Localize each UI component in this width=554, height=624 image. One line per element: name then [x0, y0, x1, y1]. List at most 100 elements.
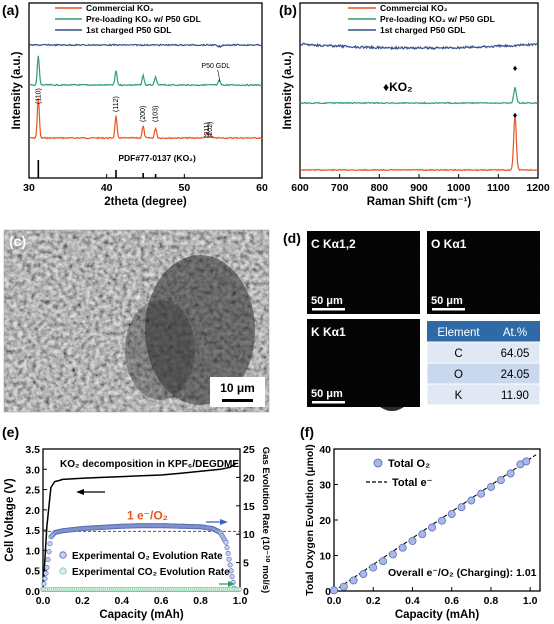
x-tick-label: 1000: [447, 182, 471, 194]
y-tick-label: 0: [325, 586, 331, 598]
co2-rate-point: [237, 586, 243, 592]
x-tick-label: 0.0: [327, 595, 342, 607]
diamond-marker: ♦: [513, 63, 518, 73]
total-o2-point: [408, 536, 417, 545]
y-tick-label: 20: [319, 515, 331, 527]
x-tick-label: 800: [371, 182, 389, 194]
eds-scale-label: 50 μm: [431, 295, 463, 307]
y-left-tick-label: 0.5: [25, 566, 40, 578]
peak-label: (200): [140, 106, 147, 122]
eds-map-signal: [307, 231, 420, 314]
diamond-marker: ♦: [513, 110, 518, 120]
total-o2-point: [418, 530, 427, 539]
x-tick-label: 1.0: [523, 595, 538, 607]
legend-label-3: 1st charged P50 GDL: [86, 25, 172, 35]
x-tick-label: 1100: [487, 182, 510, 194]
x-axis-title: Capacity (mAh): [395, 609, 480, 621]
panel-b-label: (b): [279, 2, 297, 18]
x-axis-title: Raman Shift (cm⁻¹): [367, 196, 472, 208]
eds-map-1: C Kα1,2 50 μm: [307, 231, 420, 314]
legend-label-1: Experimental O₂ Evolution Rate: [72, 551, 223, 562]
panel-a: (a) 30 40 50 60 2theta (degree) Intensity (a.u…: [2, 2, 268, 208]
o2-rate-point: [228, 568, 234, 574]
series-line-3: [299, 42, 539, 51]
total-o2-point: [369, 563, 378, 572]
eds-scale-bar: [432, 308, 465, 311]
legend-label-2: Experimental CO₂ Evolution Rate: [72, 567, 230, 578]
y-right-tick-label: 0: [243, 586, 249, 598]
x-tick-label: 50: [178, 182, 190, 194]
y-tick-label: 40: [319, 444, 331, 456]
ko2-marker-legend: ♦KO₂: [383, 80, 412, 94]
x-tick-label: 0.8: [484, 595, 499, 607]
y-right-tick-label: 15: [243, 501, 255, 513]
x-tick-label: 1200: [526, 182, 550, 194]
overall-ratio-annotation: Overall e⁻/O₂ (Charging): 1.01: [388, 567, 537, 579]
x-tick-label: 600: [291, 182, 309, 194]
y-right-tick-label: 10: [243, 529, 255, 541]
legend-marker-2: [59, 567, 67, 575]
total-o2-point: [437, 516, 446, 525]
series-line-1: [28, 98, 263, 140]
sem-scale-bar: [222, 399, 253, 402]
rate-arrowhead: [220, 519, 228, 525]
table-cell: K: [455, 390, 463, 402]
x-tick-label: 900: [410, 182, 428, 194]
y-right-tick-label: 5: [243, 558, 249, 570]
eds-scale-label: 50 μm: [311, 388, 343, 400]
table-header-row: [427, 321, 540, 342]
total-electron-line: [333, 454, 537, 592]
y-axis-title: Total Oxygen Evolution (μmol): [304, 444, 316, 595]
series-line-1: [299, 115, 539, 172]
panel-b: (b) 600 700 800 900 1000 1100 1200 Raman Shift (…: [279, 2, 550, 208]
eds-map-title: C Kα1,2: [311, 237, 356, 251]
legend-marker-o2: [373, 458, 383, 468]
eds-scale-label: 50 μm: [311, 295, 343, 307]
gdl-annotation: P50 GDL: [201, 63, 230, 70]
o2-rate-point: [223, 539, 229, 545]
table-cell: 64.05: [501, 348, 530, 360]
y-left-tick-label: 2.0: [25, 505, 40, 517]
legend-marker-1: [59, 551, 67, 559]
total-o2-point: [359, 570, 368, 578]
x-tick-label: 0.6: [154, 595, 169, 607]
gdl-arrow: [217, 69, 221, 83]
panel-f-label: (f): [300, 424, 314, 440]
o2-rate-point: [229, 574, 235, 580]
table-cell: O: [454, 369, 463, 381]
total-o2-point: [522, 457, 531, 466]
y-left-tick-label: 3.5: [25, 444, 40, 456]
table-header-cell: Element: [437, 327, 480, 339]
total-o2-point: [428, 523, 437, 532]
o2-rate-point: [42, 576, 48, 582]
o2-rate-point: [46, 549, 52, 555]
legend-label-2: Pre-loading KO₂ w/ P50 GDL: [86, 14, 201, 24]
legend-label-2: Pre-loading KO₂ w/ P50 GDL: [380, 14, 495, 24]
y-left-tick-label: 2.5: [25, 485, 40, 497]
o2-rate-point: [47, 541, 53, 547]
eds-scale-bar: [312, 401, 345, 404]
o2-rate-point: [43, 570, 49, 576]
y-tick-label: 10: [319, 551, 331, 563]
y-left-axis-title: Cell Voltage (V): [4, 478, 16, 562]
peak-label: (103): [153, 106, 160, 122]
x-axis-title: Capacity (mAh): [99, 609, 184, 621]
o2-rate-point: [41, 581, 47, 587]
legend-label-1: Commercial KO₂: [380, 3, 448, 13]
peak-label: (211): [204, 122, 211, 138]
legend-label-3: 1st charged P50 GDL: [380, 25, 466, 35]
peak-label: (110): [35, 88, 42, 104]
reference-line-label: 1 e⁻/O₂: [127, 508, 168, 522]
total-o2-point: [330, 586, 338, 595]
x-tick-label: 0.0: [36, 595, 51, 607]
series-line-2: [299, 87, 539, 105]
voltage-arrowhead: [76, 489, 84, 495]
total-o2-point: [477, 489, 486, 498]
total-o2-point: [349, 576, 358, 585]
o2-rate-point: [226, 556, 232, 562]
x-tick-label: 0.2: [75, 595, 90, 607]
panel-f: (f) 0.0 0.2 0.4 0.6 0.8 1.0 0 10 20 30 40 Capacity (…: [300, 424, 541, 621]
y-right-tick-label: 20: [243, 472, 255, 484]
pdf-label: PDF#77-0137 (KO₂): [118, 153, 196, 163]
total-o2-point: [388, 550, 397, 559]
